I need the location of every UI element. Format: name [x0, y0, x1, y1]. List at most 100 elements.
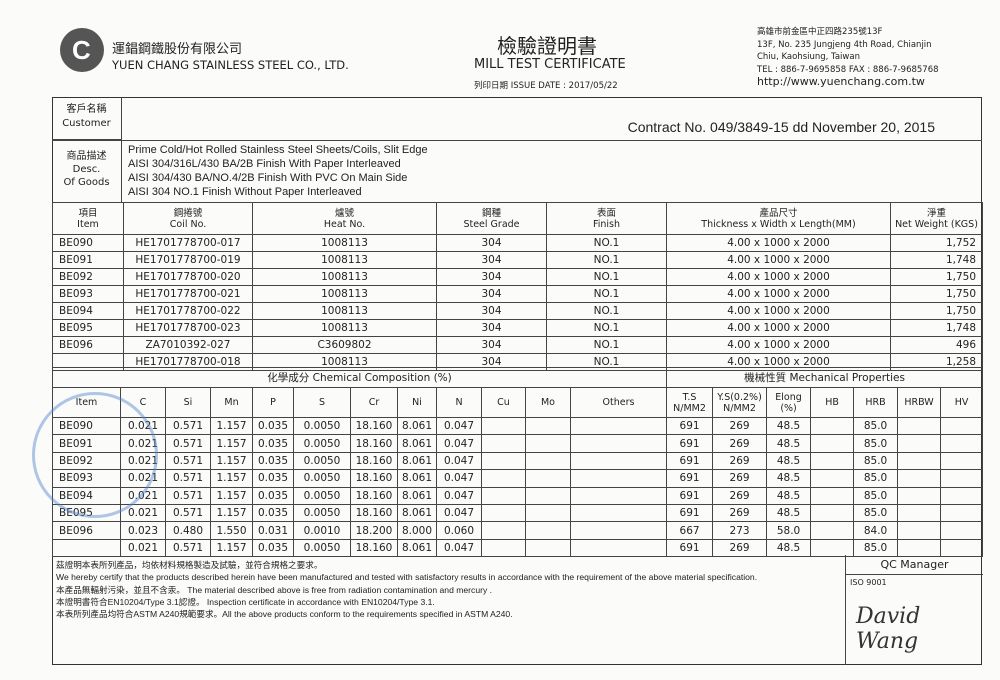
chemical-cell: 18.160 — [350, 469, 398, 488]
company-name-en: YUEN CHANG STAINLESS STEEL CO., LTD. — [112, 58, 349, 72]
column-header: 鋼捲號 Coil No. — [123, 202, 253, 235]
chemical-cell: 0.021 — [120, 538, 166, 558]
chemical-cell: 269 — [712, 434, 768, 453]
product-cell: NO.1 — [546, 336, 667, 354]
product-cell: 1,752 — [890, 234, 983, 252]
product-cell: 496 — [890, 336, 983, 354]
iso-label: ISO 9001 — [850, 578, 887, 587]
chemical-cell: BE096 — [52, 521, 121, 540]
chemical-cell — [52, 538, 121, 558]
product-cell: 304 — [436, 251, 547, 269]
chemical-cell: 0.035 — [252, 416, 294, 436]
statement: 本表所列產品均符合ASTM A240規範要求。All the above pro… — [56, 609, 513, 620]
chemical-cell — [810, 451, 855, 471]
company-stamp — [32, 392, 158, 518]
product-cell: 304 — [436, 234, 547, 252]
chemical-cell: 0.0050 — [293, 469, 351, 488]
chemical-cell: 8.061 — [397, 538, 437, 558]
chemical-cell: 8.061 — [397, 486, 437, 505]
chemical-cell: 691 — [666, 538, 714, 558]
goods-line: AISI 304 NO.1 Finish Without Paper Inter… — [128, 186, 362, 198]
product-cell: BE092 — [52, 268, 124, 286]
chemical-cell — [569, 538, 668, 558]
chemical-cell: 691 — [666, 469, 714, 488]
chemical-cell — [940, 451, 984, 471]
chemical-cell — [897, 416, 942, 436]
product-cell: 1,750 — [890, 268, 983, 286]
chemical-cell — [940, 434, 984, 453]
column-header: Others — [569, 387, 668, 418]
chemical-cell: 0.0050 — [293, 503, 351, 523]
chemical-cell — [897, 451, 942, 471]
chemical-cell — [525, 469, 571, 488]
product-row: BE092 HE1701778700-020 1008113 304 NO.1 4.00 … — [52, 268, 983, 286]
chemical-cell — [940, 503, 984, 523]
chemical-cell: 1.157 — [210, 538, 253, 558]
goods-label-cn: 商品描述 — [66, 151, 107, 162]
product-cell: NO.1 — [546, 268, 667, 286]
customer-label-en: Customer — [62, 118, 111, 129]
column-header: S — [293, 387, 351, 418]
chemical-cell: 0.047 — [436, 503, 482, 523]
product-cell: NO.1 — [546, 319, 667, 337]
customer-label: 客戶名稱 Customer — [52, 97, 122, 140]
column-header: HRB — [853, 387, 899, 418]
chemical-cell: 1.157 — [210, 416, 253, 436]
chemical-cell: 0.571 — [165, 451, 211, 471]
company-address: 高雄市前金區中正四路235號13F 13F, No. 235 Jungjeng … — [757, 26, 939, 89]
column-header: 產品尺寸 Thickness x Width x Length(MM) — [666, 202, 891, 235]
chemical-cell — [897, 434, 942, 453]
chemical-cell — [810, 503, 855, 523]
column-header: 淨重 Net Weight (KGS) — [890, 202, 983, 235]
chemical-cell: 273 — [712, 521, 768, 540]
chemical-cell: 0.035 — [252, 469, 294, 488]
chemical-cell: 0.035 — [252, 503, 294, 523]
product-cell: 1,748 — [890, 251, 983, 269]
chemical-cell: 8.061 — [397, 451, 437, 471]
chemical-cell: 18.160 — [350, 503, 398, 523]
product-row: BE091 HE1701778700-019 1008113 304 NO.1 4.00 … — [52, 251, 983, 269]
chemical-cell — [940, 486, 984, 505]
chemical-cell: 0.571 — [165, 538, 211, 558]
product-cell: 1,750 — [890, 285, 983, 303]
chemical-cell: 0.571 — [165, 503, 211, 523]
chemical-cell: 58.0 — [766, 521, 812, 540]
chemical-cell: 0.571 — [165, 434, 211, 453]
header-line: Coil No. — [169, 218, 207, 230]
address-line2: Chiu, Kaohsiung, Taiwan — [757, 52, 860, 62]
chemical-cell: 269 — [712, 416, 768, 436]
chemical-cell: 1.157 — [210, 451, 253, 471]
chemical-cell: 1.157 — [210, 486, 253, 505]
header-line: 表面 — [596, 207, 616, 219]
product-cell: 4.00 x 1000 x 2000 — [666, 234, 891, 252]
chemical-cell — [897, 486, 942, 505]
column-header: HB — [810, 387, 855, 418]
chemical-cell: 48.5 — [766, 503, 812, 523]
chemical-cell: 269 — [712, 469, 768, 488]
chemical-title: 化學成分 Chemical Composition (%) — [51, 367, 668, 388]
chemical-cell: 1.157 — [210, 434, 253, 453]
chemical-cell: 0.035 — [252, 434, 294, 453]
address-cn: 高雄市前金區中正四路235號13F — [757, 27, 883, 37]
certification-statements: 茲證明本表所列產品，均依材料規格製造及試驗，並符合規格之要求。 We hereby… — [56, 559, 836, 620]
chemical-row: BE095 0.021 0.571 1.157 0.035 0.0050 18.160 8.0… — [52, 503, 984, 523]
chemical-cell: 1.157 — [210, 503, 253, 523]
chemical-cell: 0.480 — [165, 521, 211, 540]
chemical-cell — [569, 521, 668, 540]
chemical-cell: 85.0 — [853, 503, 899, 523]
goods-line: Prime Cold/Hot Rolled Stainless Steel Sh… — [128, 144, 428, 156]
goods-line: AISI 304/316L/430 BA/2B Finish With Pape… — [128, 158, 401, 170]
chemical-cell — [481, 486, 526, 505]
chemical-cell: 1.550 — [210, 521, 253, 540]
chemical-cell: 0.0050 — [293, 434, 351, 453]
column-header: Cu — [481, 387, 526, 418]
chemical-cell — [525, 503, 571, 523]
chemical-cell — [810, 469, 855, 488]
product-cell: BE091 — [52, 251, 124, 269]
title-en: MILL TEST CERTIFICATE — [474, 57, 626, 72]
chemical-cell: 8.000 — [397, 521, 437, 540]
chemical-cell: 8.061 — [397, 416, 437, 436]
goods-line: AISI 304/430 BA/NO.4/2B Finish With PVC … — [128, 172, 408, 184]
chemical-row: BE092 0.021 0.571 1.157 0.035 0.0050 18.160 8.0… — [52, 451, 984, 471]
chemical-cell — [481, 521, 526, 540]
